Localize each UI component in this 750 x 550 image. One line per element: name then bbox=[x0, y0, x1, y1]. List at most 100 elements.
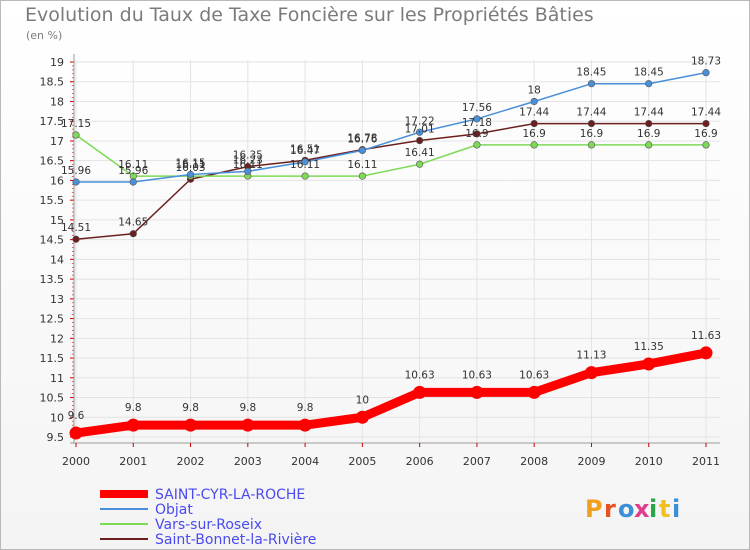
data-label: 17.56 bbox=[462, 102, 492, 114]
data-point bbox=[416, 128, 424, 136]
data-point bbox=[530, 119, 538, 128]
data-label: 17.22 bbox=[405, 115, 435, 127]
data-point bbox=[416, 136, 424, 145]
brand-letter: t bbox=[659, 495, 670, 523]
data-label: 9.8 bbox=[297, 402, 314, 414]
data-point bbox=[72, 131, 80, 139]
y-tick-label: 12 bbox=[50, 332, 64, 345]
data-point bbox=[301, 172, 309, 180]
data-label: 11.13 bbox=[576, 350, 606, 362]
data-label: 9.6 bbox=[68, 410, 85, 422]
data-label: 14.65 bbox=[118, 217, 148, 229]
data-point bbox=[645, 141, 653, 149]
data-point bbox=[413, 385, 427, 399]
x-tick-label: 2005 bbox=[348, 455, 376, 468]
series-line-3 bbox=[75, 122, 707, 240]
data-label: 16.35 bbox=[233, 150, 263, 162]
data-label: 16.76 bbox=[347, 133, 377, 145]
data-point bbox=[355, 410, 369, 424]
data-point bbox=[358, 146, 366, 155]
y-tick-label: 15 bbox=[50, 214, 64, 227]
legend: SAINT-CYR-LA-ROCHEObjatVars-sur-RoseixSa… bbox=[100, 487, 316, 548]
data-label: 18.73 bbox=[691, 56, 721, 68]
series-line-0 bbox=[71, 348, 711, 438]
data-label: 17.15 bbox=[61, 118, 91, 130]
data-label: 16.11 bbox=[347, 159, 377, 171]
data-label: 16.15 bbox=[176, 158, 206, 170]
data-label: 17.01 bbox=[405, 124, 435, 136]
data-label: 16.11 bbox=[118, 159, 148, 171]
data-label: 16.9 bbox=[580, 128, 603, 140]
x-tick-label: 2007 bbox=[463, 455, 491, 468]
data-point bbox=[645, 119, 653, 128]
data-point bbox=[699, 346, 713, 360]
x-tick-label: 2011 bbox=[692, 455, 720, 468]
brand-letter: P bbox=[585, 495, 603, 523]
legend-label: Vars-sur-Roseix bbox=[155, 517, 262, 533]
y-tick-label: 11.5 bbox=[40, 352, 65, 365]
data-point bbox=[530, 141, 538, 149]
data-label: 9.8 bbox=[182, 402, 199, 414]
data-label: 16.9 bbox=[694, 128, 717, 140]
data-point bbox=[642, 357, 656, 371]
data-label: 17.18 bbox=[462, 117, 492, 129]
data-label: 10.63 bbox=[519, 369, 549, 381]
legend-label: Objat bbox=[155, 502, 193, 518]
data-label: 17.44 bbox=[519, 107, 549, 119]
brand-letter: o bbox=[618, 495, 635, 523]
series-line-1 bbox=[75, 71, 707, 183]
y-tick-label: 17.5 bbox=[40, 115, 65, 128]
data-point bbox=[72, 178, 80, 186]
data-point bbox=[69, 426, 83, 440]
data-label: 16.23 bbox=[233, 154, 263, 166]
data-labels: 14.51 14.65 16.03 16.35 16.51 16.78 17.01 17.18… bbox=[61, 56, 721, 422]
brand-letter: r bbox=[604, 495, 616, 523]
data-label: 10.63 bbox=[405, 369, 435, 381]
data-label: 14.51 bbox=[61, 222, 91, 234]
y-tick-label: 11 bbox=[50, 372, 64, 385]
y-tick-label: 14 bbox=[50, 253, 64, 266]
data-label: 16.11 bbox=[233, 159, 263, 171]
data-label: 16.41 bbox=[405, 147, 435, 159]
data-label: 16.78 bbox=[347, 133, 377, 145]
data-point bbox=[702, 69, 710, 77]
data-point bbox=[587, 80, 596, 88]
y-tick-label: 9.5 bbox=[47, 431, 65, 444]
y-tick-label: 10.5 bbox=[40, 392, 65, 405]
data-point bbox=[416, 160, 424, 168]
data-label: 18 bbox=[527, 84, 540, 96]
data-point bbox=[645, 80, 653, 88]
data-label: 18.45 bbox=[576, 67, 606, 79]
data-label: 18.45 bbox=[634, 67, 664, 79]
y-tick-label: 18 bbox=[50, 95, 64, 108]
x-tick-label: 2003 bbox=[234, 455, 262, 468]
data-label: 9.8 bbox=[125, 402, 142, 414]
data-point bbox=[473, 115, 481, 123]
legend-label: SAINT-CYR-LA-ROCHE bbox=[155, 487, 305, 503]
data-point bbox=[530, 97, 538, 106]
y-tick-label: 16 bbox=[50, 174, 64, 187]
data-label: 16.11 bbox=[176, 159, 206, 171]
y-tick-label: 19 bbox=[50, 56, 64, 69]
x-tick-label: 2010 bbox=[635, 455, 663, 468]
data-point bbox=[470, 385, 484, 399]
data-label: 17.44 bbox=[691, 107, 721, 119]
y-tick-label: 15.5 bbox=[40, 194, 65, 207]
data-point bbox=[584, 366, 598, 380]
x-tick-label: 2009 bbox=[577, 455, 605, 468]
data-label: 11.63 bbox=[691, 330, 721, 342]
data-point bbox=[527, 385, 541, 399]
y-tick-label: 13 bbox=[50, 293, 64, 306]
brand-letter: x bbox=[634, 495, 650, 523]
data-point bbox=[301, 158, 309, 166]
data-label: 16.9 bbox=[637, 128, 660, 140]
data-label: 16.9 bbox=[465, 128, 488, 140]
x-tick-label: 2001 bbox=[119, 455, 147, 468]
data-point bbox=[126, 418, 140, 432]
data-label: 17.44 bbox=[576, 107, 606, 119]
data-point bbox=[587, 119, 596, 128]
data-label: 16.03 bbox=[176, 162, 206, 174]
data-point bbox=[244, 167, 252, 175]
y-tick-label: 10 bbox=[50, 411, 64, 424]
